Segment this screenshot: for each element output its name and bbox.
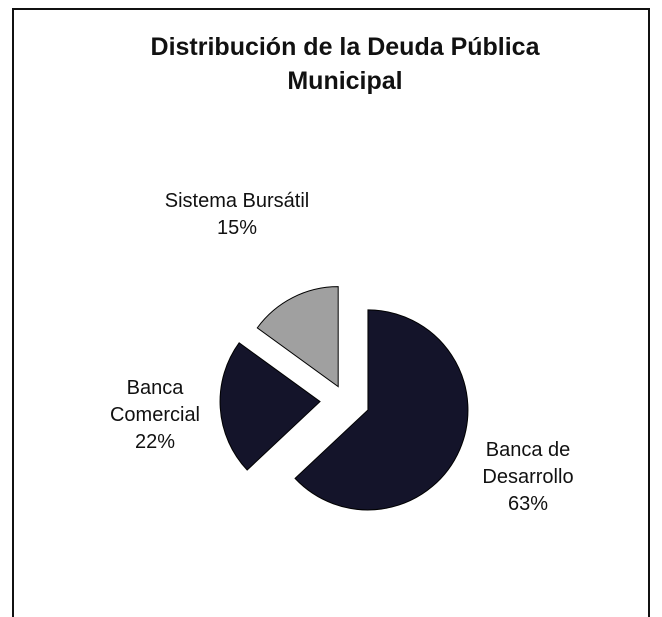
- pie-slice: [294, 309, 469, 511]
- chart-frame: [12, 8, 650, 617]
- slice-label: Banca Comercial: [109, 377, 201, 426]
- slice-value-label: 15%: [216, 217, 258, 239]
- slice-label: Banca de Desarrollo: [482, 439, 574, 488]
- slice-value-label: 63%: [507, 493, 549, 515]
- slice-value-label: 22%: [134, 431, 176, 453]
- pie-slice: [219, 342, 321, 471]
- pie-slice: [256, 286, 339, 388]
- chart-title: Distribución de la Deuda Pública Municip…: [150, 33, 540, 95]
- slice-label: Sistema Bursátil: [164, 190, 310, 212]
